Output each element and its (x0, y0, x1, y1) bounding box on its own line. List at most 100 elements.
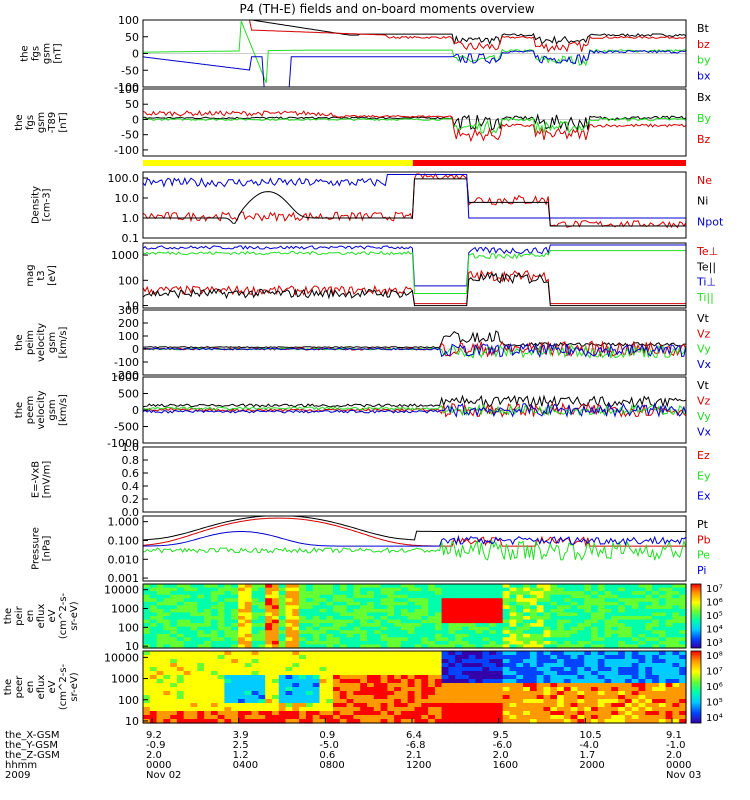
spectrogram-cell (468, 663, 477, 668)
spectrogram-cell (502, 711, 511, 716)
ylabel-line: [mV/m] (42, 461, 53, 499)
panel-ylabel: mag t3 [eV] (25, 264, 58, 286)
spectrogram-cell (428, 591, 436, 596)
spectrogram-cell (584, 623, 592, 628)
spectrogram-cell (672, 711, 680, 716)
ytick-label: 1000 (111, 603, 139, 616)
spectrogram-cell (482, 587, 490, 592)
spectrogram-cell (210, 663, 219, 668)
spectrogram-cell (217, 633, 226, 638)
spectrogram-cell (176, 605, 185, 610)
spectrogram-cell (482, 691, 490, 696)
spectrogram-cell (462, 623, 470, 628)
spectrogram-cell (550, 626, 558, 631)
x-col-value: 2.0 (146, 750, 162, 761)
spectrogram-cell (434, 699, 443, 704)
spectrogram-cell (210, 598, 219, 603)
spectrogram-cell (421, 594, 429, 599)
spectrogram-cell (292, 616, 300, 621)
spectrogram-cell (170, 608, 178, 614)
spectrogram-cell (672, 703, 680, 708)
spectrogram-cell (278, 619, 287, 624)
spectrogram-cell (428, 683, 436, 688)
spectrogram-cell (339, 691, 348, 696)
spectrogram-cell (516, 633, 524, 638)
spectrogram-cell (563, 659, 572, 664)
spectrogram-cell (238, 683, 246, 688)
spectrogram-cell (170, 699, 178, 704)
ytick-label: 0.0 (122, 506, 140, 519)
spectrogram-cell (285, 626, 293, 631)
spectrogram-cell (394, 707, 402, 712)
spectrogram-cell (448, 703, 456, 708)
spectrogram-cell (482, 707, 490, 712)
panel-frame (142, 242, 687, 309)
spectrogram-cell (210, 616, 219, 621)
spectrogram-cell (611, 612, 619, 617)
spectrogram-cell (441, 598, 449, 603)
spectrogram-cell (149, 637, 158, 642)
spectrogram-cell (197, 626, 205, 631)
spectrogram-cell (597, 695, 606, 700)
spectrogram-cell (611, 687, 619, 692)
spectrogram-cell (434, 637, 443, 642)
spectrogram-cell (190, 675, 198, 680)
spectrogram-cell (407, 623, 416, 628)
ytick-label: 0.001 (108, 572, 140, 585)
spectrogram-cell (333, 619, 341, 624)
spectrogram-cell (523, 715, 531, 720)
spectrogram-cell (265, 667, 273, 672)
spectrogram-cell (489, 683, 497, 688)
spectrogram-cell (482, 675, 490, 680)
spectrogram-cell (224, 663, 232, 668)
spectrogram-cell (326, 651, 334, 656)
spectrogram-cell (584, 671, 592, 676)
spectrogram-cell (665, 695, 673, 700)
spectrogram-cell (197, 687, 205, 692)
spectrogram-cell (550, 699, 558, 704)
spectrogram-cell (312, 594, 321, 599)
spectrogram-cell (258, 633, 266, 638)
spectrogram-cell (523, 608, 531, 614)
ylabel-line: eV (47, 680, 58, 693)
legend-label: Ti⊥ (696, 276, 716, 289)
spectrogram-cell (665, 587, 673, 592)
ylabel-line: Density (31, 186, 42, 224)
spectrogram-cell (170, 711, 178, 716)
spectrogram-cell (482, 605, 490, 610)
spectrogram-cell (631, 626, 640, 631)
spectrogram-cell (373, 651, 382, 656)
spectrogram-cell (373, 608, 382, 614)
spectrogram-cell (258, 637, 266, 642)
spectrogram-cell (163, 584, 171, 589)
spectrogram-cell (604, 612, 612, 617)
spectrogram-cell (414, 626, 422, 631)
spectrogram-cell (149, 699, 158, 704)
spectrogram-cell (658, 675, 667, 680)
spectrogram-cell (387, 591, 395, 596)
spectrogram-cell (455, 591, 463, 596)
x-col-value: Nov 03 (666, 770, 701, 781)
spectrogram-cell (482, 616, 490, 621)
spectrogram-cell (285, 633, 293, 638)
spectrogram-cell (251, 695, 259, 700)
spectrogram-cell (244, 719, 253, 724)
spectrogram-cell (319, 601, 327, 606)
spectrogram-cell (339, 651, 348, 656)
spectrogram-cell (244, 651, 253, 656)
spectrogram-cell (299, 605, 307, 610)
spectrogram-cell (563, 695, 572, 700)
spectrogram-cell (394, 630, 402, 635)
spectrogram-cell (238, 601, 246, 606)
spectrogram-cell (550, 675, 558, 680)
spectrogram-cell (624, 619, 633, 624)
spectrogram-cell (645, 707, 653, 712)
spectrogram-cell (652, 605, 660, 610)
spectrogram-cell (244, 644, 253, 649)
spectrogram-cell (577, 711, 585, 716)
spectrogram-cell (380, 584, 388, 589)
spectrogram-cell (258, 679, 266, 684)
spectrogram-cell (414, 667, 422, 672)
spectrogram-cell (407, 659, 416, 664)
spectrogram-cell (190, 667, 198, 672)
